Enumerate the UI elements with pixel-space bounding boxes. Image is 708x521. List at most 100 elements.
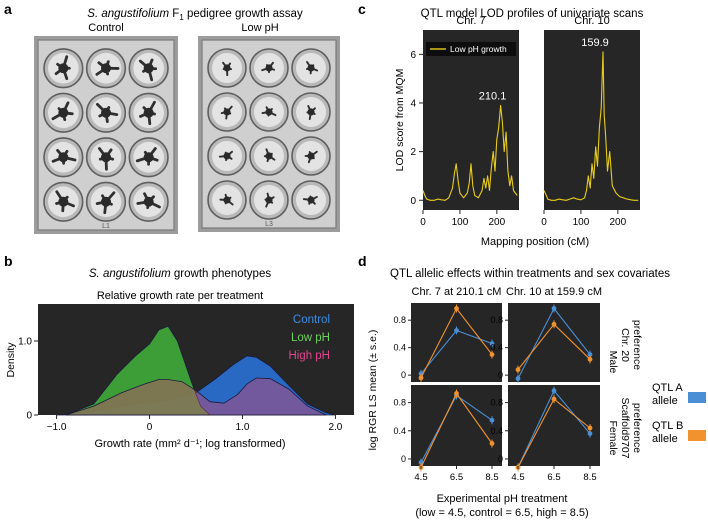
- lod-panel-title: Chr. 10: [574, 15, 609, 27]
- legend-qtl-a-line1: QTL A: [652, 382, 683, 394]
- plate-mark: L1: [102, 223, 110, 230]
- allelic-ytick-label: 0.8: [393, 315, 406, 325]
- seaweed-holdfast: [265, 64, 273, 72]
- lod-xtick-label: 0: [420, 217, 426, 228]
- lod-legend-label: Low pH growth: [450, 44, 507, 54]
- allelic-point: [454, 306, 459, 311]
- seaweed-holdfast: [223, 64, 231, 72]
- density-area-low-ph: [65, 325, 211, 416]
- allelic-ylabel: log RGR LS mean (± s.e.): [367, 330, 379, 451]
- legend-high-ph: High pH: [288, 350, 330, 362]
- lod-legend-box: [426, 42, 516, 56]
- lod-ytick-label: 0: [410, 196, 416, 207]
- row-label-female-2: Scaffold9707: [619, 397, 631, 458]
- panel-b-title: S. angustifolium growth phenotypes: [89, 268, 271, 280]
- density-xtick-label: 1.0: [236, 422, 250, 433]
- density-xlabel: Growth rate (mm² d⁻¹; log transformed): [94, 438, 285, 450]
- lod-ytick-label: 6: [410, 50, 416, 61]
- lod-peak-label: 159.9: [581, 37, 609, 49]
- seaweed-holdfast: [265, 152, 273, 160]
- plate-mark: L3: [265, 221, 273, 228]
- seaweed-holdfast: [101, 152, 111, 163]
- lod-ylabel: LOD score from MQM: [394, 69, 406, 172]
- panel-letter-d: d: [358, 253, 367, 269]
- density-xtick-label: 2.0: [328, 422, 342, 433]
- seaweed-holdfast: [307, 152, 315, 160]
- allelic-ytick-label: 0.8: [393, 398, 406, 408]
- lod-ytick-label: 2: [410, 147, 416, 158]
- allelic-ytick-label: 0.8: [490, 315, 503, 325]
- allelic-point: [587, 431, 593, 436]
- lod-xtick-label: 200: [610, 217, 627, 228]
- legend-low-ph: Low pH: [291, 332, 330, 344]
- lod-peak-label: 210.1: [479, 90, 507, 102]
- allelic-row-label-female: Female Scaffold9707 preference: [607, 397, 643, 458]
- row-label-female-3: preference: [631, 403, 643, 453]
- lod-plot-area: [423, 30, 519, 210]
- allelic-effects-chart: Chr. 7 at 210.1 cM Chr. 10 at 159.9 cM 0 0.…: [393, 286, 602, 483]
- seaweed-holdfast: [58, 107, 69, 118]
- allelic-ytick-label: 0: [498, 454, 503, 464]
- allelic-point: [454, 391, 459, 396]
- row-label-male-1: Male: [607, 351, 619, 374]
- seaweed-holdfast: [265, 108, 273, 116]
- allelic-xnote: (low = 4.5, control = 6.5, high = 8.5): [415, 507, 588, 519]
- panel-letter-b: b: [4, 253, 13, 269]
- allelic-point: [418, 375, 424, 381]
- seaweed-holdfast: [143, 107, 154, 118]
- panel-c-title: QTL model LOD profiles of univariate sca…: [421, 8, 644, 20]
- allelic-ytick-label: 0.4: [490, 426, 503, 436]
- allelic-column-title: Chr. 10 at 159.9 cM: [506, 286, 602, 298]
- seaweed-holdfast: [101, 196, 111, 207]
- allelic-xtick-label: 8.5: [583, 472, 596, 483]
- allelic-point: [587, 356, 593, 362]
- row-label-male-3: preference: [631, 320, 643, 370]
- panel-d-title: QTL allelic effects within treatments an…: [390, 268, 670, 280]
- density-area-high-ph: [65, 377, 327, 416]
- lod-xtick-label: 200: [489, 217, 506, 228]
- allelic-xtick-label: 6.5: [547, 472, 560, 483]
- allelic-point: [551, 321, 557, 327]
- seaweed-holdfast: [307, 108, 315, 116]
- panel-letter-a: a: [4, 1, 12, 17]
- legend-control: Control: [293, 314, 330, 326]
- density-xtick-label: −1.0: [47, 422, 67, 433]
- lod-xtick-label: 100: [573, 217, 590, 228]
- seaweed-holdfast: [101, 107, 111, 118]
- allelic-point: [489, 417, 495, 423]
- density-xtick-label: 0: [147, 422, 153, 433]
- allelic-point: [551, 396, 557, 402]
- plate-photographs: L1 L3: [34, 36, 340, 234]
- allelic-point: [489, 352, 495, 357]
- density-areas: [56, 325, 336, 416]
- legend-qtl-b-swatch: [688, 430, 706, 441]
- legend-qtl-a-swatch: [688, 392, 706, 403]
- seaweed-holdfast: [307, 196, 315, 204]
- lod-panel-title: Chr. 7: [456, 15, 485, 27]
- panel-a-label-control: Control: [88, 22, 123, 34]
- allelic-point: [587, 425, 593, 431]
- legend-qtl-a-line2: allele: [652, 395, 678, 407]
- allelic-ytick-label: 0.4: [393, 426, 406, 436]
- allelic-point: [551, 306, 557, 311]
- allelic-point: [489, 341, 495, 346]
- panel-a-title: S. angustifolium F1 pedigree growth assa…: [87, 8, 303, 22]
- panel-letter-c: c: [358, 1, 366, 17]
- lod-line: [422, 104, 518, 201]
- allelic-point: [489, 441, 495, 446]
- seaweed-holdfast: [223, 152, 231, 160]
- row-label-male-2: Chr. 20: [619, 328, 631, 362]
- allelic-column-title: Chr. 7 at 210.1 cM: [412, 286, 502, 298]
- lod-plot-area: [544, 30, 640, 210]
- seaweed-holdfast: [58, 196, 69, 207]
- allelic-ytick-label: 0.4: [393, 343, 406, 353]
- seaweed-holdfast: [143, 196, 154, 207]
- allelic-xlabel: Experimental pH treatment: [437, 493, 568, 505]
- seaweed-holdfast: [143, 152, 154, 163]
- seaweed-holdfast: [58, 152, 69, 163]
- seaweed-holdfast: [307, 64, 315, 72]
- seaweed-holdfast: [265, 196, 273, 204]
- allelic-point: [551, 388, 557, 394]
- seaweed-holdfast: [223, 196, 231, 204]
- density-ytick-label: 1.0: [18, 337, 32, 348]
